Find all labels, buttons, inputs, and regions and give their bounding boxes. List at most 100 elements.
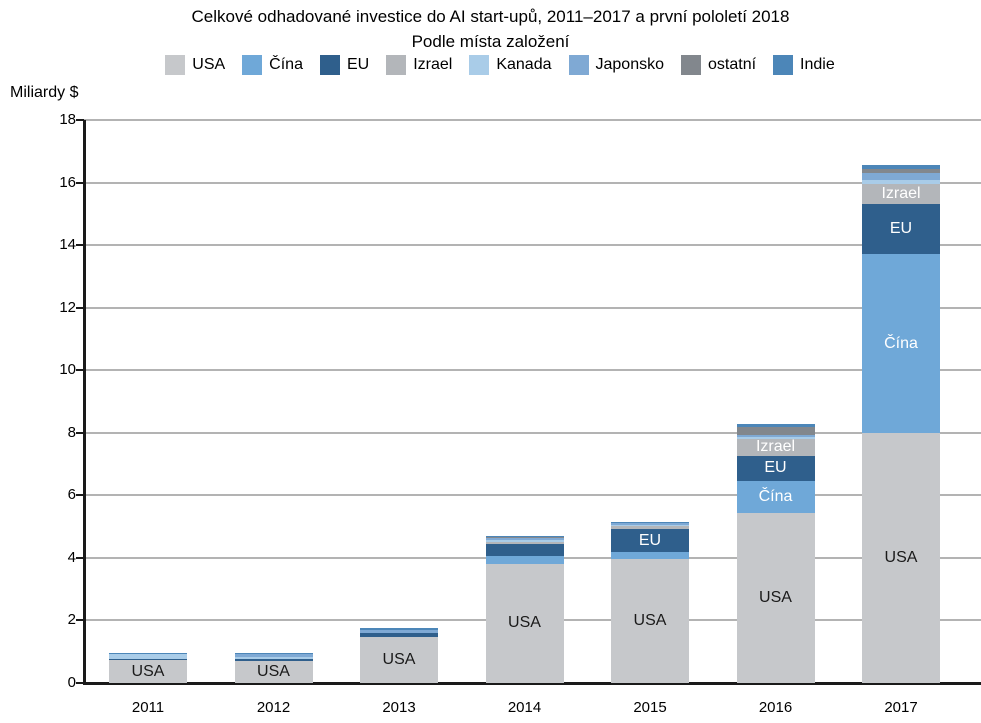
y-tick-label: 10 xyxy=(59,361,76,379)
bar-segment-label: USA xyxy=(759,588,792,606)
legend-item-usa: USA xyxy=(165,55,225,75)
bar-segment-label: USA xyxy=(257,663,290,681)
bar-segment-čína: Čína xyxy=(862,254,940,433)
y-tick-label: 16 xyxy=(59,173,76,191)
y-tick-label: 6 xyxy=(67,486,76,504)
bar-segment-indie xyxy=(736,424,815,428)
y-tick-label: 12 xyxy=(59,298,76,316)
legend-item-eu: EU xyxy=(319,55,370,75)
gridline xyxy=(84,494,981,497)
gridline xyxy=(84,181,981,184)
legend-item-izrael: Izrael xyxy=(386,55,452,75)
bar-segment-usa: USA xyxy=(485,563,564,683)
legend-label: Japonsko xyxy=(595,56,665,73)
bar-segment-izrael xyxy=(611,525,689,530)
bar-segment-indie xyxy=(109,653,187,655)
bar-segment-usa: USA xyxy=(360,637,438,683)
y-tick xyxy=(76,431,84,434)
bar-segment-indie xyxy=(485,535,564,537)
legend-swatch-icon xyxy=(773,55,794,75)
bar-segment-čína xyxy=(611,551,689,559)
legend-swatch-icon xyxy=(469,55,490,75)
bar-segment-izrael xyxy=(485,542,564,545)
gridline xyxy=(84,306,981,309)
bar-segment-kanada xyxy=(234,657,313,660)
legend-label: Izrael xyxy=(413,56,453,73)
y-tick xyxy=(76,119,84,121)
bar-segment-kanada xyxy=(611,525,689,526)
legend-item-indie: Indie xyxy=(773,55,835,75)
gridline xyxy=(84,244,981,247)
y-axis-label: Miliardy $ xyxy=(10,84,79,101)
legend-item-ostatní: ostatní xyxy=(681,55,756,75)
bar-segment-japonsko xyxy=(234,654,313,658)
x-tick-label: 2013 xyxy=(382,699,416,716)
bar-segment-eu: EU xyxy=(736,455,815,481)
bar-segment-usa: USA xyxy=(862,432,940,683)
x-tick-label: 2016 xyxy=(758,699,793,716)
bar-segment-eu xyxy=(360,633,438,638)
bar-segment-ostatní xyxy=(485,536,564,538)
bar-segment-indie xyxy=(611,521,689,524)
bar-segment-eu xyxy=(109,658,187,661)
chart-subtitle: Podle místa založení xyxy=(411,32,570,51)
x-tick-label: 2015 xyxy=(633,699,667,716)
bar-segment-čína: Čína xyxy=(736,480,815,513)
gridline xyxy=(84,119,981,121)
x-tick-label: 2012 xyxy=(256,699,291,716)
y-tick xyxy=(76,494,84,497)
bar-segment-čína xyxy=(485,555,564,564)
legend-label: EU xyxy=(346,56,370,73)
gridline xyxy=(84,369,981,372)
bar-segment-izrael: Izrael xyxy=(736,438,815,456)
bar-segment-kanada xyxy=(736,437,815,440)
y-tick xyxy=(76,556,84,559)
y-tick-label: 2 xyxy=(67,611,76,629)
bar-segment-label: USA xyxy=(508,614,541,632)
bar-segment-indie xyxy=(360,628,438,630)
legend-swatch-icon xyxy=(165,55,186,75)
bar-segment-ostatní xyxy=(736,427,815,435)
y-tick-label: 4 xyxy=(67,548,76,566)
legend-label: Čína xyxy=(269,56,303,73)
y-tick-label: 0 xyxy=(67,674,76,691)
x-tick-label: 2011 xyxy=(131,699,165,716)
bar-segment-label: EU xyxy=(889,220,913,238)
y-tick-label: 8 xyxy=(67,423,76,441)
bar-segment-label: USA xyxy=(131,662,165,680)
x-tick-label: 2014 xyxy=(507,699,542,716)
bar-segment-label: Izrael xyxy=(881,185,921,203)
bar-segment-japonsko xyxy=(862,172,940,181)
legend: USA Čína EU Izrael Kanada Japonsko ostatní Indi… xyxy=(30,55,970,75)
bar-segment-usa: USA xyxy=(234,661,313,683)
bar-segment-japonsko xyxy=(611,523,689,526)
bar-segment-usa: USA xyxy=(736,512,815,683)
legend-label: Indie xyxy=(800,56,835,73)
bar-segment-label: USA xyxy=(884,548,918,566)
x-axis-line xyxy=(83,682,981,685)
legend-swatch-icon xyxy=(386,55,407,75)
legend-swatch-icon xyxy=(568,55,589,75)
bar-segment-label: Izrael xyxy=(755,438,796,456)
bar-segment-label: EU xyxy=(764,459,787,477)
bar-segment-kanada xyxy=(109,654,187,659)
y-tick-label: 18 xyxy=(59,111,76,128)
bar-segment-kanada xyxy=(485,540,564,543)
legend-label: ostatní xyxy=(708,56,757,73)
bar-segment-label: Čína xyxy=(884,334,918,352)
bar-segment-usa: USA xyxy=(109,660,187,683)
bar-segment-label: USA xyxy=(382,651,416,669)
bar-segment-japonsko xyxy=(360,629,438,634)
bar-segment-japonsko xyxy=(736,434,815,438)
bar-segment-indie xyxy=(234,653,313,655)
legend-swatch-icon xyxy=(319,55,340,75)
bar-segment-eu xyxy=(485,544,564,556)
bar-segment-usa: USA xyxy=(611,558,689,683)
y-tick xyxy=(76,306,84,309)
legend-swatch-icon xyxy=(242,55,263,75)
legend-label: Kanada xyxy=(496,56,552,73)
y-tick-label: 14 xyxy=(59,236,76,254)
bar-segment-ostatní xyxy=(862,169,940,173)
bar-segment-label: USA xyxy=(633,611,667,629)
